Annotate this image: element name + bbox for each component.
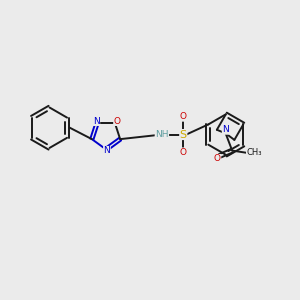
Text: NH: NH — [155, 130, 169, 139]
Text: N: N — [103, 146, 110, 155]
Text: O: O — [114, 116, 121, 125]
Text: O: O — [180, 112, 187, 121]
Text: N: N — [93, 116, 100, 125]
Text: S: S — [180, 130, 187, 140]
Text: CH₃: CH₃ — [246, 148, 262, 158]
Text: O: O — [180, 148, 187, 157]
Text: N: N — [222, 125, 229, 134]
Text: O: O — [214, 154, 221, 164]
